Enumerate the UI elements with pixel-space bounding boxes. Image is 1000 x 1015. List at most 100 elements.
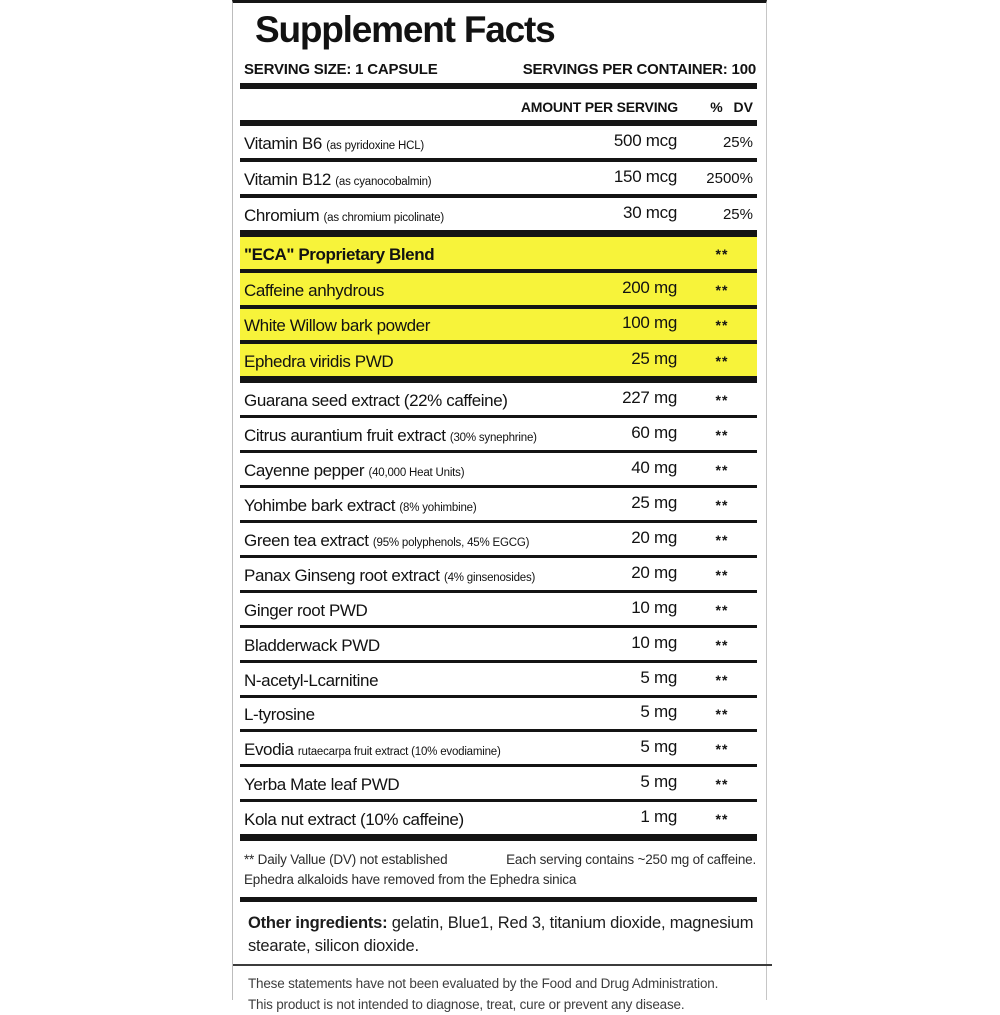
dv-cell: ** bbox=[715, 462, 729, 479]
table-row: Yerba Mate leaf PWD 5 mg ** bbox=[240, 767, 757, 803]
dv-cell: ** bbox=[715, 601, 729, 618]
ingredient-name: Citrus aurantium fruit extract (30% syne… bbox=[244, 426, 591, 448]
table-row: L-tyrosine 5 mg ** bbox=[240, 698, 757, 733]
amount-cell: 20 mg bbox=[631, 562, 677, 582]
serving-info-row: SERVING SIZE: 1 CAPSULE SERVINGS PER CON… bbox=[240, 52, 757, 83]
ingredient-name-main: Chromium bbox=[244, 205, 324, 225]
ingredient-name: "ECA" Proprietary Blend bbox=[244, 245, 591, 267]
amount-cell: 200 mg bbox=[622, 277, 677, 297]
table-row: Panax Ginseng root extract (4% ginsenosi… bbox=[240, 558, 757, 593]
dv-cell: ** bbox=[715, 392, 729, 409]
disclaimer-line-1: These statements have not been evaluated… bbox=[248, 976, 719, 991]
ingredient-name-detail: (95% polyphenols, 45% EGCG) bbox=[372, 536, 530, 549]
ingredient-name: N-acetyl-Lcarnitine bbox=[244, 671, 591, 693]
ingredient-name: Yohimbe bark extract (8% yohimbine) bbox=[244, 496, 591, 518]
ingredient-name: Green tea extract (95% polyphenols, 45% … bbox=[244, 531, 591, 553]
ingredient-name-main: White Willow bark powder bbox=[244, 316, 430, 336]
table-row: Caffeine anhydrous 200 mg ** bbox=[240, 272, 757, 309]
dv-column-header: % DV bbox=[710, 99, 753, 115]
amount-cell: 5 mg bbox=[640, 702, 677, 722]
amount-cell: 5 mg bbox=[640, 737, 677, 757]
ingredient-name-detail: (as cyanocobalmin) bbox=[335, 175, 432, 188]
ingredient-name-detail: (30% synephrine) bbox=[449, 432, 537, 445]
ingredient-name-main: Ephedra viridis PWD bbox=[244, 352, 394, 372]
table-row: N-acetyl-Lcarnitine 5 mg ** bbox=[240, 663, 757, 698]
ingredient-name: L-tyrosine bbox=[244, 705, 591, 727]
serving-size-label: SERVING SIZE: 1 CAPSULE bbox=[244, 61, 438, 78]
nutrient-rows: Vitamin B6 (as pyridoxine HCL) 500 mcg 2… bbox=[240, 126, 757, 842]
table-row: Vitamin B12 (as cyanocobalmin) 150 mcg 2… bbox=[240, 162, 757, 198]
ingredient-name: Ephedra viridis PWD bbox=[244, 352, 591, 374]
ingredient-name-detail: (8% yohimbine) bbox=[399, 501, 477, 514]
amount-cell: 227 mg bbox=[622, 388, 677, 408]
ephedra-note: Ephedra alkaloids have removed from the … bbox=[244, 872, 577, 887]
ingredient-name-main: Caffeine anhydrous bbox=[244, 280, 384, 300]
table-row: Guarana seed extract (22% caffeine) 227 … bbox=[240, 383, 757, 419]
dv-cell: ** bbox=[715, 811, 729, 828]
footnote-section: ** Daily Vallue (DV) not established Eac… bbox=[240, 841, 757, 902]
amount-cell: 150 mcg bbox=[613, 166, 677, 186]
dv-cell: ** bbox=[715, 531, 729, 548]
ingredient-name: Caffeine anhydrous bbox=[244, 281, 591, 303]
table-row: Kola nut extract (10% caffeine) 1 mg ** bbox=[240, 802, 757, 842]
amount-cell: 20 mg bbox=[631, 527, 677, 547]
ingredient-name-main: Yerba Mate leaf PWD bbox=[244, 775, 400, 795]
dv-cell: ** bbox=[715, 636, 729, 653]
disclaimer-line-2: This product is not intended to diagnose… bbox=[248, 997, 685, 1012]
amount-cell: 25 mg bbox=[631, 492, 677, 512]
ingredient-name-main: Yohimbe bark extract bbox=[244, 495, 400, 515]
table-row: Bladderwack PWD 10 mg ** bbox=[240, 628, 757, 663]
dv-cell: 25% bbox=[722, 205, 753, 223]
table-row: White Willow bark powder 100 mg ** bbox=[240, 308, 757, 345]
fda-disclaimer-section: These statements have not been evaluated… bbox=[233, 966, 766, 1015]
ingredient-name-main: Evodia bbox=[244, 740, 298, 760]
dv-cell: 2500% bbox=[706, 169, 753, 187]
table-row: Vitamin B6 (as pyridoxine HCL) 500 mcg 2… bbox=[240, 126, 757, 162]
dv-not-established-note: ** Daily Vallue (DV) not established bbox=[244, 852, 448, 867]
dv-cell: ** bbox=[715, 741, 729, 758]
amount-cell: 1 mg bbox=[640, 807, 677, 827]
ingredient-name: Vitamin B6 (as pyridoxine HCL) bbox=[244, 134, 591, 156]
page-title: Supplement Facts bbox=[255, 9, 556, 50]
ingredient-name: Guarana seed extract (22% caffeine) bbox=[244, 391, 591, 413]
dv-cell: ** bbox=[715, 281, 729, 298]
amount-cell: 10 mg bbox=[631, 597, 677, 617]
thick-rule bbox=[240, 120, 757, 126]
amount-cell bbox=[591, 262, 699, 267]
ingredient-name-main: Green tea extract bbox=[244, 530, 373, 550]
ingredient-name-main: Vitamin B12 bbox=[244, 169, 336, 189]
ingredient-name-main: Guarana seed extract (22% caffeine) bbox=[244, 391, 508, 411]
dv-cell: ** bbox=[715, 776, 729, 793]
ingredient-name-detail: (40,000 Heat Units) bbox=[368, 467, 465, 480]
table-row: Evodia rutaecarpa fruit extract (10% evo… bbox=[240, 732, 757, 768]
amount-cell: 5 mg bbox=[640, 772, 677, 792]
ingredient-name: Kola nut extract (10% caffeine) bbox=[244, 810, 591, 832]
ingredient-name: Evodia rutaecarpa fruit extract (10% evo… bbox=[244, 740, 591, 762]
ingredient-name: Panax Ginseng root extract (4% ginsenosi… bbox=[244, 566, 591, 588]
amount-cell: 5 mg bbox=[640, 667, 677, 687]
ingredient-name-main: Vitamin B6 bbox=[244, 133, 327, 153]
amount-cell: 60 mg bbox=[631, 423, 677, 443]
ingredient-name: Chromium (as chromium picolinate) bbox=[244, 206, 591, 228]
dv-cell: ** bbox=[715, 427, 729, 444]
ingredient-name-main: Citrus aurantium fruit extract bbox=[244, 426, 450, 446]
ingredient-name: Bladderwack PWD bbox=[244, 636, 591, 658]
column-header-row: AMOUNT PER SERVING % DV bbox=[240, 89, 757, 120]
other-ingredients-section: Other ingredients: gelatin, Blue1, Red 3… bbox=[233, 902, 772, 966]
table-row: Ephedra viridis PWD 25 mg ** bbox=[240, 344, 757, 384]
dv-cell: ** bbox=[715, 706, 729, 723]
ingredient-name-main: Cayenne pepper bbox=[244, 461, 369, 481]
label-content: Supplement Facts SERVING SIZE: 1 CAPSULE… bbox=[240, 3, 757, 902]
table-row: Citrus aurantium fruit extract (30% syne… bbox=[240, 418, 757, 454]
other-ingredients-lead: Other ingredients: bbox=[248, 914, 388, 932]
amount-cell: 500 mcg bbox=[613, 130, 677, 150]
amount-cell: 100 mg bbox=[622, 313, 677, 333]
table-row: Green tea extract (95% polyphenols, 45% … bbox=[240, 523, 757, 558]
table-row: "ECA" Proprietary Blend ** bbox=[240, 236, 757, 273]
other-ingredients-text: gelatin, Blue1, Red 3, titanium dioxide,… bbox=[248, 914, 754, 955]
caffeine-note: Each serving contains ~250 mg of caffein… bbox=[506, 852, 756, 867]
supplement-facts-label: Supplement Facts SERVING SIZE: 1 CAPSULE… bbox=[232, 0, 772, 1012]
ingredient-name-detail: (as pyridoxine HCL) bbox=[326, 139, 425, 152]
dv-cell: ** bbox=[715, 353, 729, 370]
servings-per-container-label: SERVINGS PER CONTAINER: 100 bbox=[522, 61, 756, 78]
